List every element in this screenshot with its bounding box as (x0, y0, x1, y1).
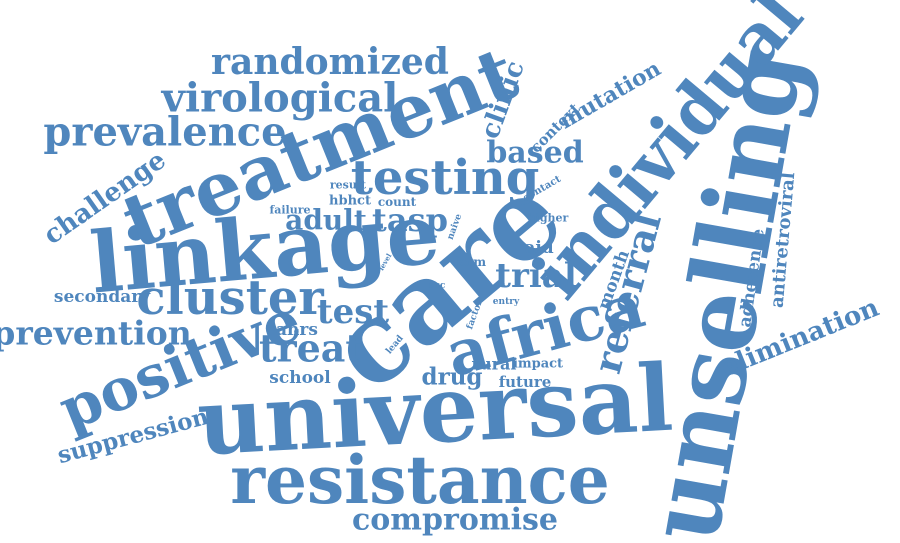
word-acc: acc (429, 281, 446, 291)
word-failure: failure (269, 204, 310, 217)
word-prevention: prevention (0, 314, 192, 353)
word-aid: aid (524, 238, 553, 258)
word-school: school (269, 368, 331, 388)
word-test: test (317, 292, 389, 332)
word-rural: rural (472, 355, 517, 374)
word-future: future (499, 373, 552, 391)
word-entry: entry (493, 297, 520, 307)
word-form: form (454, 255, 486, 269)
word-virological: virological (161, 75, 399, 122)
word-impact: impact (513, 357, 563, 372)
word-count: count (378, 195, 417, 209)
word-compromise: compromise (352, 503, 558, 538)
word-anrs: anrs (276, 320, 318, 340)
word-secondary: secondary (54, 287, 151, 307)
word-hbhct: hbhct (329, 194, 371, 209)
word-higher: higher (528, 212, 569, 225)
word-result: result (330, 179, 367, 192)
word-trial: trial (495, 256, 577, 296)
